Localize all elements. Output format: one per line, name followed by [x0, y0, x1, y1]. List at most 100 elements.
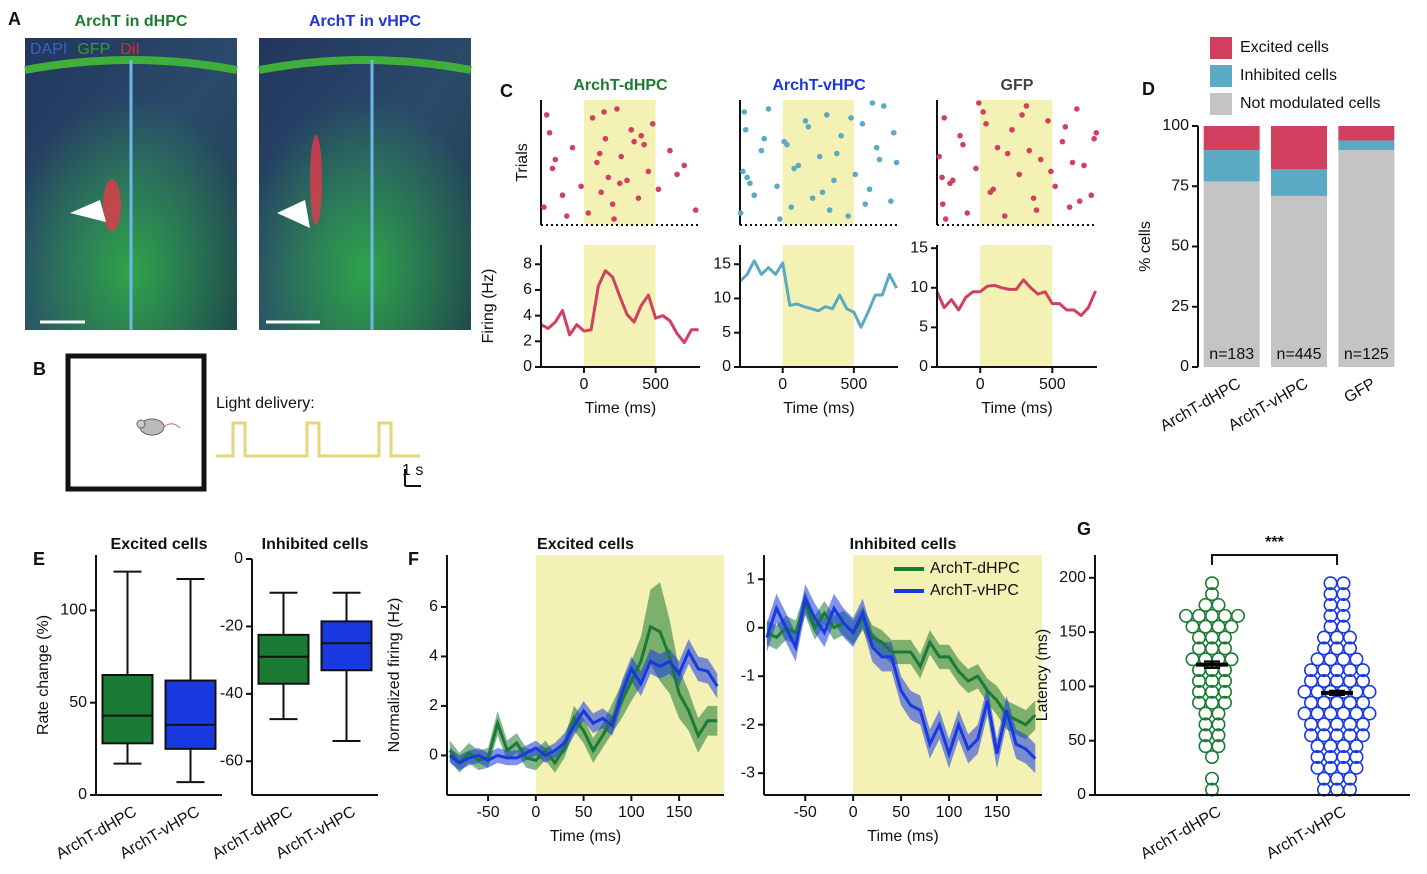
latency-point	[1224, 652, 1239, 667]
bar-segment	[1271, 195, 1327, 367]
spike	[601, 109, 607, 115]
spike	[594, 159, 600, 166]
x-tick-label: 0	[778, 376, 787, 393]
latency-point	[1205, 576, 1220, 591]
latency-point	[1343, 641, 1358, 656]
latency-point	[1356, 663, 1371, 678]
stain-label: DAPI	[30, 41, 67, 58]
spike	[1033, 207, 1040, 213]
bar-segment	[1203, 126, 1260, 151]
spike	[596, 150, 603, 157]
spike	[761, 135, 767, 142]
light-window	[782, 245, 854, 367]
x-tick-label: ArchT-vHPC	[1264, 803, 1350, 862]
y-tick-label: 5	[919, 319, 928, 336]
firing-line	[935, 278, 1097, 318]
y-tick-label: -60	[220, 753, 243, 770]
spike	[1088, 192, 1095, 199]
bar-segment	[1271, 126, 1327, 170]
y-tick-label: 5	[722, 324, 731, 341]
box	[257, 633, 310, 685]
y-axis-label: Normalized firing (Hz)	[386, 598, 403, 753]
y-axis-label: Latency (ms)	[1034, 629, 1051, 721]
x-tick-label: 150	[666, 804, 693, 821]
spike	[758, 147, 765, 154]
y-tick-label: -40	[220, 685, 243, 702]
spike	[655, 186, 662, 193]
bar-segment	[1338, 150, 1395, 367]
latency-point	[1224, 619, 1239, 634]
light-pulses	[216, 421, 420, 458]
spike	[1001, 213, 1008, 219]
y-tick-label: 100	[1059, 678, 1086, 695]
x-tick-label: -50	[477, 804, 500, 821]
bar-segment	[1338, 140, 1395, 151]
panel-label: B	[33, 359, 46, 379]
y-tick-label: 10	[910, 279, 928, 296]
spike	[616, 180, 623, 187]
spike	[1069, 159, 1076, 166]
spike	[1091, 135, 1097, 142]
legend-label: Inhibited cells	[1240, 67, 1337, 84]
y-tick-label: 0	[919, 358, 928, 375]
spike	[791, 165, 797, 172]
bar-segment	[1338, 126, 1395, 141]
spike	[866, 186, 873, 193]
latency-point	[1356, 728, 1371, 743]
spike	[1037, 156, 1044, 163]
latency-point	[1211, 706, 1226, 721]
y-tick-label: 6	[429, 598, 438, 615]
latency-point	[1336, 576, 1351, 591]
histology-gfp	[259, 38, 471, 330]
spike	[983, 121, 989, 127]
spike	[1016, 171, 1022, 178]
spike	[957, 132, 963, 139]
spike	[611, 216, 617, 222]
y-tick-label: 0	[722, 358, 731, 375]
legend-label: ArchT-dHPC	[930, 560, 1020, 577]
spike	[543, 112, 550, 118]
bar-segment	[1203, 181, 1260, 367]
mean-line	[766, 599, 1037, 727]
legend-swatch	[1210, 65, 1232, 87]
x-tick-label: GFP	[1341, 375, 1378, 406]
latency-point	[1218, 695, 1233, 710]
y-tick-label: 25	[1171, 298, 1189, 315]
y-tick-label: 1	[746, 570, 755, 587]
latency-point	[1336, 608, 1351, 623]
spike	[824, 112, 830, 118]
x-tick-label: 0	[580, 376, 589, 393]
y-axis-label: Rate change (%)	[35, 615, 52, 735]
spike	[744, 174, 750, 181]
spike	[559, 192, 566, 199]
x-tick-label: 0	[976, 376, 985, 393]
spike	[649, 121, 656, 127]
spike	[578, 183, 584, 190]
chart-title: Inhibited cells	[262, 536, 369, 553]
image-title: ArchT in dHPC	[75, 13, 188, 30]
scale-label: 1 s	[402, 462, 423, 479]
latency-point	[1211, 597, 1226, 612]
y-tick-label: 0	[523, 358, 532, 375]
spike	[1093, 129, 1100, 136]
spike	[585, 210, 592, 216]
legend-label: Not modulated cells	[1240, 95, 1381, 112]
spike	[624, 177, 630, 184]
spike	[973, 165, 979, 172]
y-tick-label: 2	[429, 697, 438, 714]
light-window	[782, 100, 854, 225]
y-tick-label: 75	[1171, 177, 1189, 194]
spike	[692, 207, 699, 213]
chart-title: Excited cells	[111, 536, 208, 553]
latency-point	[1356, 717, 1371, 732]
spike	[1045, 118, 1051, 124]
spike	[848, 115, 854, 121]
stain-label: GFP	[77, 41, 110, 58]
spike	[747, 180, 753, 187]
arrowhead	[70, 200, 106, 222]
legend-swatch	[1210, 37, 1232, 59]
chart-title: ArchT-vHPC	[772, 77, 866, 94]
y-tick-label: -1	[741, 667, 755, 684]
panel-b-setup: Light delivery: 1 s	[65, 353, 423, 492]
latency-point	[1356, 673, 1371, 688]
